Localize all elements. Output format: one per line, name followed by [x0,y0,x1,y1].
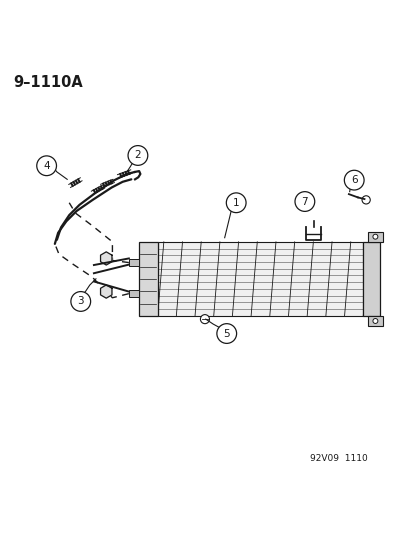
Bar [157,242,362,316]
Text: 1: 1 [233,198,239,208]
Polygon shape [100,252,112,265]
Text: 2: 2 [134,150,141,160]
Circle shape [344,170,363,190]
Circle shape [216,324,236,343]
Bar [128,259,139,266]
Circle shape [226,193,245,213]
Bar [362,242,379,316]
Circle shape [71,292,90,311]
Circle shape [200,314,209,324]
Bar [367,316,382,326]
Polygon shape [100,285,112,298]
Text: 9–1110A: 9–1110A [14,75,83,90]
Circle shape [294,192,314,212]
Text: 6: 6 [350,175,357,185]
Text: 92V09  1110: 92V09 1110 [309,454,367,463]
Circle shape [372,234,377,239]
Text: 7: 7 [301,197,307,206]
Text: 5: 5 [223,328,230,338]
Bar [367,231,382,242]
Circle shape [128,146,147,165]
Text: 4: 4 [43,161,50,171]
Circle shape [37,156,56,175]
Bar [128,290,139,297]
Text: 3: 3 [77,296,84,306]
Circle shape [372,319,377,324]
Bar [139,242,157,316]
